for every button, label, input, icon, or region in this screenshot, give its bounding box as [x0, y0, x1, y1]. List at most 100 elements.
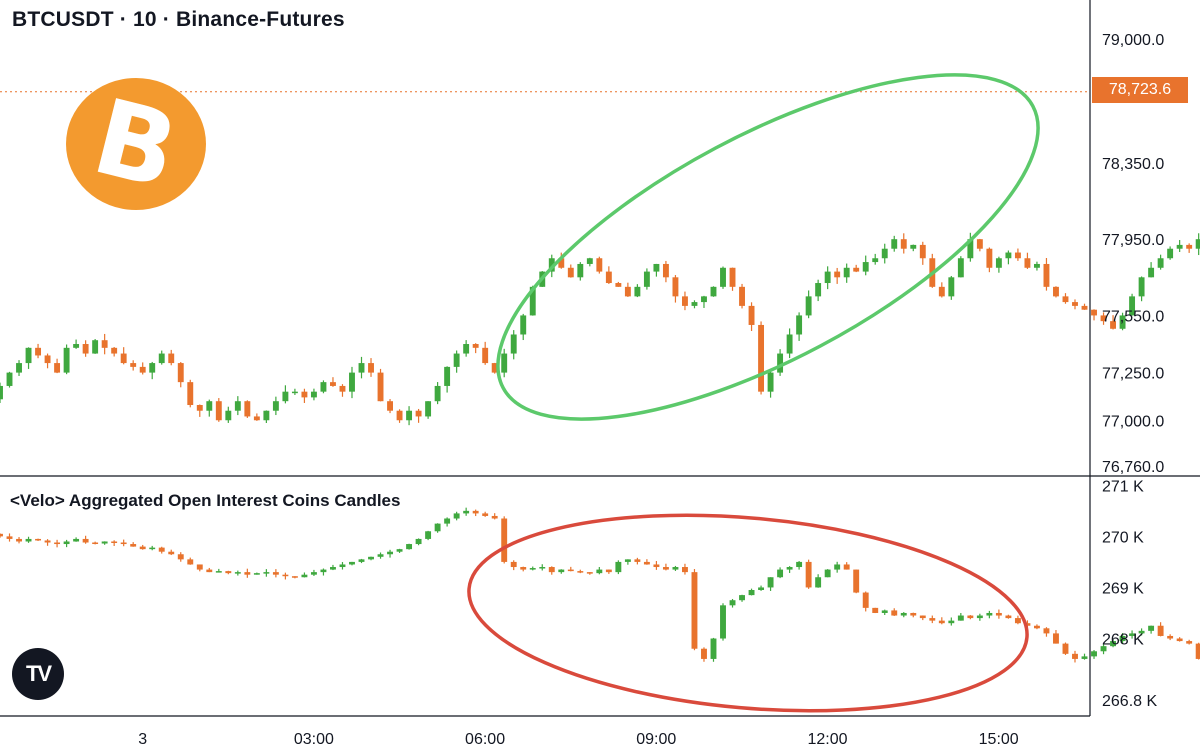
price-candle — [187, 382, 194, 406]
oi-candle — [111, 541, 118, 543]
price-candle — [472, 344, 479, 348]
oi-axis-label: 269 K — [1102, 580, 1144, 597]
price-candle — [282, 391, 289, 402]
oi-candle — [434, 523, 441, 532]
oi-candle — [415, 538, 422, 545]
price-candle — [976, 239, 983, 249]
time-axis-label: 03:00 — [294, 731, 334, 748]
oi-candle — [425, 531, 432, 539]
oi-candle — [130, 544, 137, 547]
oi-candle — [672, 567, 679, 570]
last-price-tag: 78,723.6 — [1092, 77, 1188, 103]
price-candle — [948, 277, 955, 297]
oi-candle — [1100, 646, 1107, 652]
price-candle — [301, 391, 308, 398]
price-candle — [1053, 286, 1059, 297]
oi-candle — [548, 567, 555, 573]
oi-candle — [843, 564, 850, 570]
oi-candle — [6, 536, 13, 539]
price-candle — [35, 347, 42, 356]
price-candle — [368, 363, 374, 373]
oi-candle — [691, 572, 698, 649]
price-candle — [986, 248, 993, 268]
oi-candle — [1186, 641, 1193, 644]
price-candle — [253, 416, 260, 421]
oi-candle — [929, 618, 936, 621]
oi-candle — [643, 561, 650, 565]
price-candle — [396, 410, 403, 421]
oi-candle — [320, 569, 327, 573]
oi-candle — [748, 590, 755, 596]
oi-candle — [1129, 633, 1136, 636]
oi-candle — [196, 564, 203, 570]
price-candle — [1119, 315, 1126, 329]
price-axis-label: 77,550.0 — [1102, 308, 1164, 325]
price-candle — [672, 277, 679, 297]
price-candle — [1167, 248, 1174, 259]
price-candle — [862, 262, 869, 272]
time-axis-label: 3 — [138, 731, 147, 748]
price-candle — [910, 244, 917, 249]
oi-candle — [605, 569, 612, 573]
price-candle — [310, 391, 317, 398]
oi-candle — [158, 547, 165, 552]
oi-candle — [986, 612, 993, 616]
oi-candle — [63, 541, 70, 545]
price-candle — [510, 334, 517, 354]
price-axis-label: 78,350.0 — [1102, 156, 1164, 173]
price-candle — [1157, 258, 1164, 268]
price-candle — [919, 244, 926, 259]
price-candle — [1062, 296, 1069, 303]
price-candle — [1072, 302, 1078, 306]
price-candle — [177, 363, 184, 383]
price-candle — [377, 372, 384, 402]
oi-candle — [995, 612, 1002, 616]
oi-candle — [796, 561, 803, 568]
price-candle — [643, 271, 650, 287]
oi-candle — [139, 546, 146, 550]
oi-candle — [472, 510, 479, 514]
oi-candle — [1167, 635, 1174, 639]
price-candle — [567, 267, 574, 278]
oi-candle — [1024, 623, 1031, 626]
price-candle — [291, 391, 298, 394]
oi-candle — [957, 615, 964, 621]
oi-axis-label: 270 K — [1102, 529, 1144, 546]
oi-candle — [910, 612, 917, 616]
oi-candle — [368, 556, 374, 560]
oi-candle — [729, 600, 736, 606]
oi-candle — [215, 571, 222, 573]
price-candle — [872, 258, 879, 263]
price-axis-label: 77,000.0 — [1102, 413, 1164, 430]
price-candle — [957, 258, 964, 278]
bitcoin-logo-icon: B — [66, 75, 206, 213]
price-candle — [710, 286, 717, 297]
oi-candle — [377, 554, 384, 557]
price-candle — [215, 401, 222, 421]
oi-axis-label: 271 K — [1102, 478, 1144, 495]
price-candle — [206, 401, 213, 411]
price-candle — [453, 353, 460, 367]
oi-candle — [16, 538, 22, 542]
time-axis-label: 06:00 — [465, 731, 505, 748]
price-candle — [529, 286, 536, 316]
oi-candle — [1053, 633, 1059, 644]
oi-candle — [310, 572, 317, 575]
oi-candle — [881, 610, 888, 613]
price-candle — [758, 324, 765, 392]
price-candle — [349, 372, 355, 392]
oi-candle — [1138, 630, 1145, 634]
time-axis-label: 12:00 — [807, 731, 847, 748]
oi-candle — [862, 592, 869, 608]
oi-candle — [786, 567, 793, 570]
price-candle — [149, 363, 156, 373]
price-candle — [520, 315, 527, 335]
oi-candle — [1157, 625, 1164, 636]
oi-candle — [1176, 638, 1183, 642]
oi-candle — [272, 572, 279, 575]
price-candle — [720, 267, 726, 287]
price-candle — [101, 340, 108, 348]
price-axis-label: 79,000.0 — [1102, 32, 1164, 49]
price-candle — [891, 239, 898, 249]
